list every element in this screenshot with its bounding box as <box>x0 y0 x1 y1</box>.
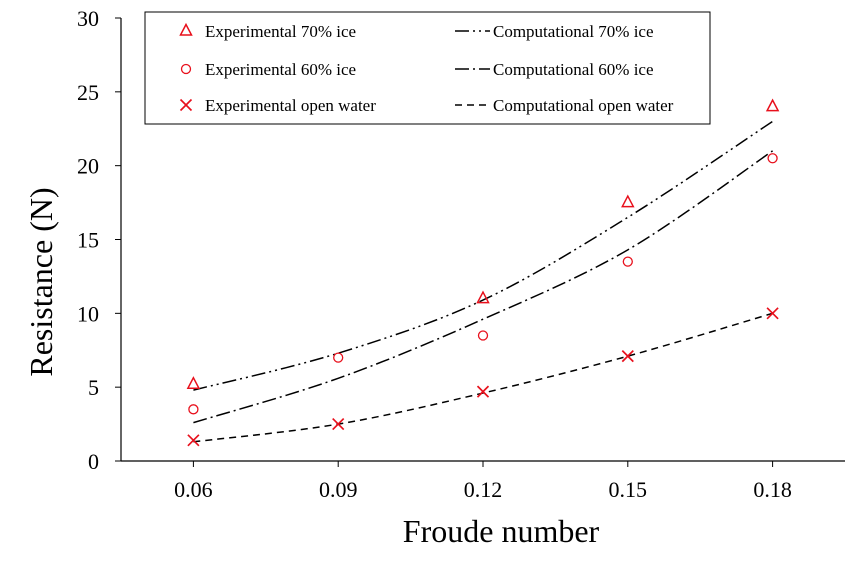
y-axis-title: Resistance (N) <box>23 187 59 376</box>
y-tick-label: 0 <box>88 449 99 474</box>
computational-lines <box>193 120 774 443</box>
y-tick-label: 30 <box>77 6 99 31</box>
cross-stroke <box>766 307 779 320</box>
y-tick-label: 5 <box>88 375 99 400</box>
legend-items: Experimental 70% ice Experimental 60% ice… <box>179 22 674 115</box>
data-point-experimental-open-water <box>332 417 345 431</box>
legend-label-computational-open-water: Computational open water <box>493 96 674 115</box>
experimental-markers <box>186 98 780 447</box>
data-point-experimental-open-water <box>187 434 200 447</box>
legend-symbol-experimental-70-ice <box>179 22 193 36</box>
cross-stroke <box>621 350 634 363</box>
legend-label-computational-60-ice: Computational 60% ice <box>493 60 654 79</box>
y-axis-ticks: 0 5 10 15 20 25 30 <box>77 6 121 474</box>
x-axis-ticks: 0.06 0.09 0.12 0.15 0.18 <box>174 461 792 502</box>
data-point-experimental-open-water <box>476 385 490 398</box>
data-point-experimental-60-ice <box>188 404 199 415</box>
data-point-experimental-60-ice <box>767 153 778 164</box>
data-point-experimental-70-ice <box>186 376 201 389</box>
data-point-experimental-70-ice <box>621 194 635 208</box>
cross-stroke <box>332 417 345 431</box>
y-tick-label: 20 <box>77 154 99 179</box>
legend-symbol-experimental-open-water <box>179 98 193 112</box>
cross-stroke <box>476 385 490 398</box>
data-point-experimental-60-ice <box>622 256 633 267</box>
data-point-experimental-60-ice <box>333 352 344 363</box>
x-tick-label: 0.12 <box>464 477 503 502</box>
data-point-experimental-open-water <box>621 350 634 363</box>
x-tick-label: 0.06 <box>174 477 213 502</box>
series-line-computational-60-ice <box>193 150 774 424</box>
x-tick-label: 0.09 <box>319 477 358 502</box>
data-point-experimental-70-ice <box>476 290 490 304</box>
series-line-computational-70-ice <box>193 120 774 391</box>
legend-symbol-experimental-60-ice <box>180 63 192 75</box>
y-tick-label: 25 <box>77 80 99 105</box>
legend-label-experimental-70-ice: Experimental 70% ice <box>205 22 356 41</box>
y-tick-label: 10 <box>77 301 99 326</box>
legend-label-computational-70-ice: Computational 70% ice <box>493 22 654 41</box>
series-line-computational-open-water <box>193 312 773 443</box>
data-point-experimental-60-ice <box>477 330 489 341</box>
x-axis-title: Froude number <box>403 513 600 549</box>
legend: Experimental 70% ice Experimental 60% ice… <box>144 11 711 125</box>
legend-label-experimental-60-ice: Experimental 60% ice <box>205 60 356 79</box>
cross-stroke <box>187 434 200 447</box>
legend-label-experimental-open-water: Experimental open water <box>205 96 376 115</box>
x-tick-label: 0.18 <box>753 477 792 502</box>
y-tick-label: 15 <box>77 228 99 253</box>
x-tick-label: 0.15 <box>609 477 648 502</box>
data-point-experimental-open-water <box>766 307 779 320</box>
cross-stroke <box>179 98 193 112</box>
data-point-experimental-70-ice <box>765 98 780 112</box>
legend-box <box>144 11 711 125</box>
